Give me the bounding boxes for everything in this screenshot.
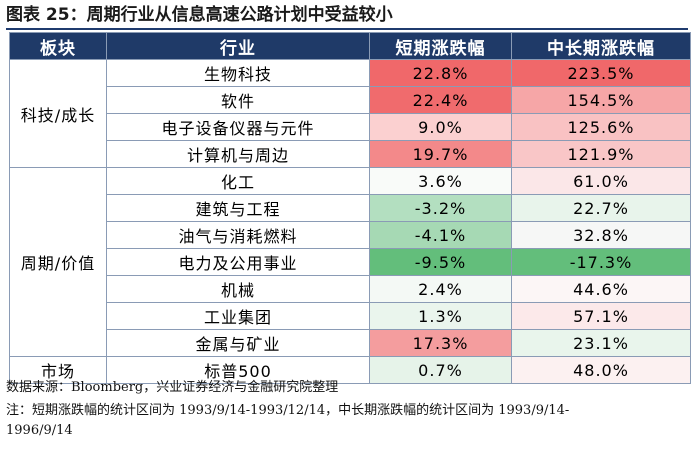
industry-cell: 化工	[106, 167, 370, 195]
short-change-cell: 2.4%	[369, 275, 512, 303]
short-change-cell: 1.3%	[369, 302, 512, 330]
long-change-cell: 154.5%	[511, 86, 691, 114]
header-short-change: 短期涨跌幅	[369, 32, 512, 60]
header-row: 板块 行业 短期涨跌幅 中长期涨跌幅	[9, 32, 691, 60]
table-row: 机械 2.4% 44.6%	[10, 275, 691, 303]
short-change-cell: -9.5%	[369, 248, 512, 276]
short-change-cell: 0.7%	[369, 356, 512, 384]
short-change-cell: -3.2%	[369, 194, 512, 222]
long-change-cell: 121.9%	[511, 140, 691, 168]
industry-cell: 生物科技	[106, 59, 370, 87]
short-change-cell: 22.4%	[369, 86, 512, 114]
short-change-cell: -4.1%	[369, 221, 512, 249]
table-row: 建筑与工程 -3.2% 22.7%	[10, 194, 691, 222]
table-body: 科技/成长 生物科技 22.8% 223.5% 软件 22.4% 154.5% 电子设备仪器与…	[9, 59, 691, 384]
short-change-cell: 9.0%	[369, 113, 512, 141]
industry-cell: 机械	[106, 275, 370, 303]
long-change-cell: 61.0%	[511, 167, 691, 195]
table-row: 软件 22.4% 154.5%	[10, 86, 691, 114]
table-header: 板块 行业 短期涨跌幅 中长期涨跌幅	[9, 32, 691, 60]
long-change-cell: 48.0%	[511, 356, 691, 384]
table-row: 科技/成长 生物科技 22.8% 223.5%	[9, 59, 691, 168]
industry-cell: 工业集团	[106, 302, 370, 330]
returns-table: 板块 行业 短期涨跌幅 中长期涨跌幅 科技/成长 生物科技 22.8% 223.5% 软…	[9, 32, 691, 384]
table-row: 油气与消耗燃料 -4.1% 32.8%	[10, 221, 691, 249]
long-change-cell: -17.3%	[511, 248, 691, 276]
short-change-cell: 3.6%	[369, 167, 512, 195]
long-change-cell: 23.1%	[511, 329, 691, 357]
short-change-cell: 17.3%	[369, 329, 512, 357]
table-row: 周期/价值 化工 3.6% 61.0%	[9, 167, 691, 357]
period-note-line2: 1996/9/14	[6, 423, 73, 438]
long-change-cell: 57.1%	[511, 302, 691, 330]
table-row: 计算机与周边 19.7% 121.9%	[10, 140, 691, 168]
source-note: 数据来源：Bloomberg，兴业证券经济与金融研究院整理	[6, 380, 339, 395]
short-change-cell: 22.8%	[369, 59, 512, 87]
long-change-cell: 223.5%	[511, 59, 691, 87]
long-change-cell: 22.7%	[511, 194, 691, 222]
table-row: 工业集团 1.3% 57.1%	[10, 302, 691, 330]
sector-cell: 市场	[9, 356, 107, 384]
period-note-line1: 注：短期涨跌幅的统计区间为 1993/9/14-1993/12/14，中长期涨跌…	[6, 403, 570, 418]
industry-cell: 金属与矿业	[106, 329, 370, 357]
long-change-cell: 44.6%	[511, 275, 691, 303]
industry-cell: 软件	[106, 86, 370, 114]
header-long-change: 中长期涨跌幅	[511, 32, 691, 60]
table-row: 市场 标普500 0.7% 48.0%	[9, 356, 691, 384]
sector-cell: 周期/价值	[9, 167, 107, 357]
industry-cell: 油气与消耗燃料	[106, 221, 370, 249]
header-industry: 行业	[106, 32, 370, 60]
industry-cell: 电子设备仪器与元件	[106, 113, 370, 141]
industry-cell: 建筑与工程	[106, 194, 370, 222]
industry-cell: 计算机与周边	[106, 140, 370, 168]
table-row: 电子设备仪器与元件 9.0% 125.6%	[10, 113, 691, 141]
header-sector: 板块	[9, 32, 107, 60]
table-row: 金属与矿业 17.3% 23.1%	[10, 329, 691, 357]
figure-title: 图表 25：周期行业从信息高速公路计划中受益较小	[6, 5, 393, 25]
short-change-cell: 19.7%	[369, 140, 512, 168]
title-rule	[6, 28, 688, 30]
sector-cell: 科技/成长	[9, 59, 107, 168]
table-row: 电力及公用事业 -9.5% -17.3%	[10, 248, 691, 276]
long-change-cell: 125.6%	[511, 113, 691, 141]
long-change-cell: 32.8%	[511, 221, 691, 249]
industry-cell: 电力及公用事业	[106, 248, 370, 276]
